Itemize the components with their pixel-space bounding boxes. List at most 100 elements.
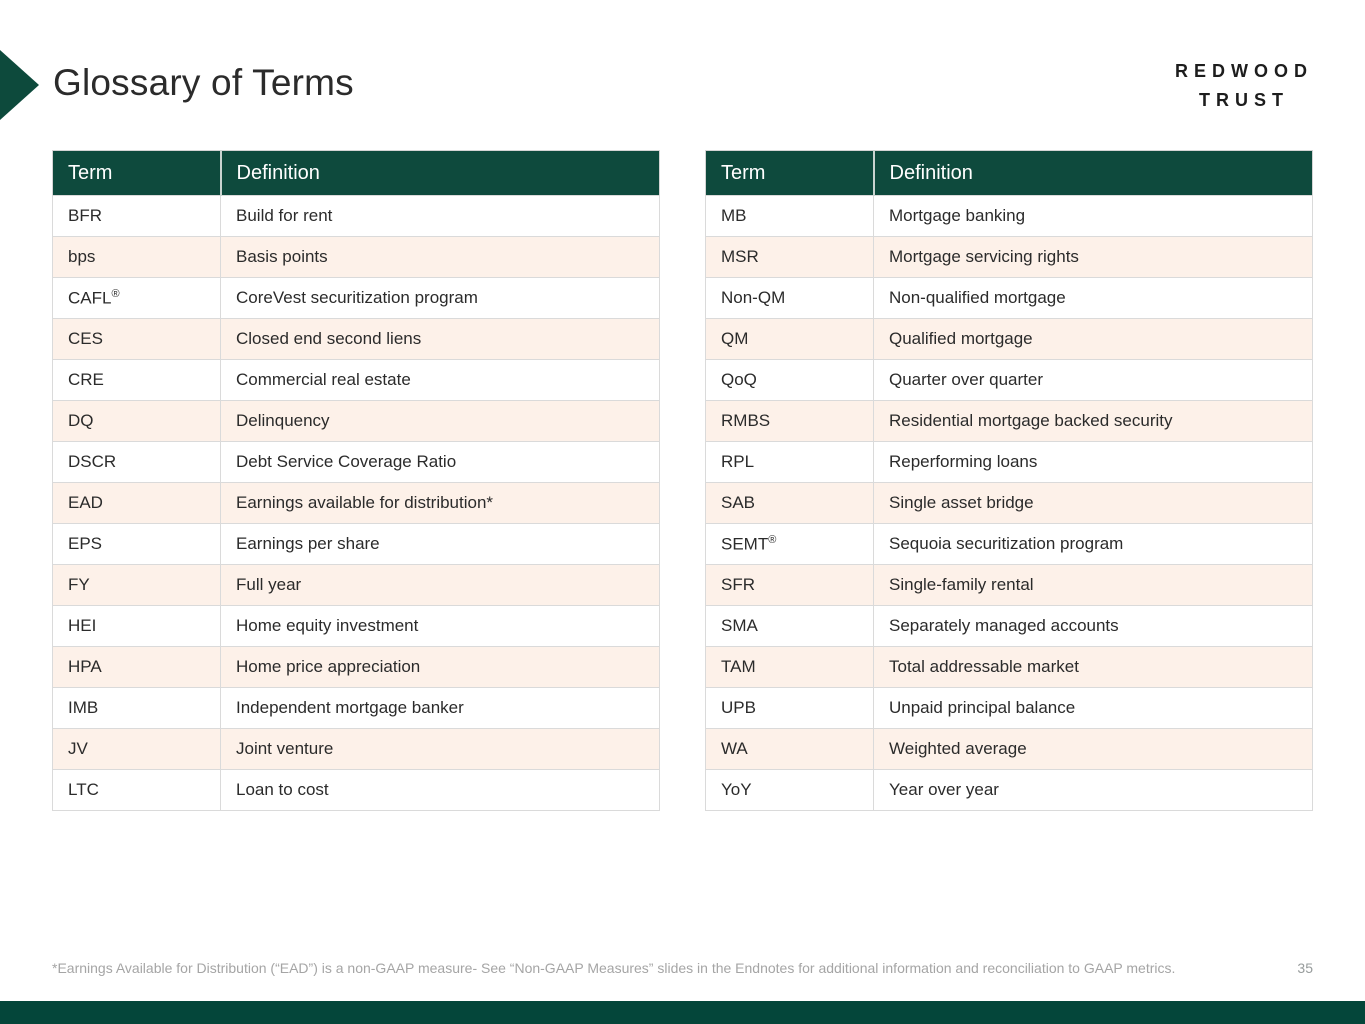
table-row: TAM Total addressable market (705, 646, 1313, 688)
term-cell: CRE (52, 359, 221, 401)
definition-cell: Non-qualified mortgage (873, 277, 1313, 319)
table-row: FY Full year (52, 564, 660, 606)
table-row: HEI Home equity investment (52, 605, 660, 647)
term-cell: QM (705, 318, 874, 360)
table-row: DSCR Debt Service Coverage Ratio (52, 441, 660, 483)
definition-cell: Weighted average (873, 728, 1313, 770)
definition-cell: Reperforming loans (873, 441, 1313, 483)
definition-cell: Full year (220, 564, 660, 606)
table-row: JV Joint venture (52, 728, 660, 770)
table-header-row: Term Definition (52, 150, 660, 196)
term-cell: TAM (705, 646, 874, 688)
term-cell: LTC (52, 769, 221, 811)
table-row: SMA Separately managed accounts (705, 605, 1313, 647)
term-cell: SFR (705, 564, 874, 606)
glossary-table: Term Definition BFR Build for rent bps Basis… (52, 150, 660, 811)
definition-cell: Home equity investment (220, 605, 660, 647)
footer-bar (0, 1001, 1365, 1024)
column-header-term: Term (705, 150, 874, 196)
footnote: *Earnings Available for Distribution (“E… (52, 960, 1176, 976)
term-cell: WA (705, 728, 874, 770)
table-row: UPB Unpaid principal balance (705, 687, 1313, 729)
term-cell: EPS (52, 523, 221, 565)
term-cell: MSR (705, 236, 874, 278)
term-cell: DQ (52, 400, 221, 442)
term-cell: SEMT® (705, 523, 874, 565)
table-row: RMBS Residential mortgage backed security (705, 400, 1313, 442)
definition-cell: Single-family rental (873, 564, 1313, 606)
definition-cell: Total addressable market (873, 646, 1313, 688)
definition-cell: Year over year (873, 769, 1313, 811)
term-cell: Non-QM (705, 277, 874, 319)
term-cell: JV (52, 728, 221, 770)
definition-cell: Joint venture (220, 728, 660, 770)
term-cell: EAD (52, 482, 221, 524)
table-row: BFR Build for rent (52, 195, 660, 237)
definition-cell: Independent mortgage banker (220, 687, 660, 729)
term-cell: QoQ (705, 359, 874, 401)
definition-cell: Mortgage banking (873, 195, 1313, 237)
glossary-table: Term Definition MB Mortgage banking MSR Mort… (705, 150, 1313, 811)
table-row: MSR Mortgage servicing rights (705, 236, 1313, 278)
term-cell: RMBS (705, 400, 874, 442)
term-cell: RPL (705, 441, 874, 483)
table-row: MB Mortgage banking (705, 195, 1313, 237)
definition-cell: Closed end second liens (220, 318, 660, 360)
definition-cell: Residential mortgage backed security (873, 400, 1313, 442)
term-cell: SMA (705, 605, 874, 647)
column-header-term: Term (52, 150, 221, 196)
definition-cell: Commercial real estate (220, 359, 660, 401)
page-number: 35 (1297, 960, 1313, 976)
table-header-row: Term Definition (705, 150, 1313, 196)
table-row: SAB Single asset bridge (705, 482, 1313, 524)
table-row: LTC Loan to cost (52, 769, 660, 811)
definition-cell: Loan to cost (220, 769, 660, 811)
page-title: Glossary of Terms (53, 62, 354, 103)
registered-mark: ® (111, 287, 120, 300)
definition-cell: Build for rent (220, 195, 660, 237)
term-cell: UPB (705, 687, 874, 729)
table-row: SFR Single-family rental (705, 564, 1313, 606)
definition-cell: Separately managed accounts (873, 605, 1313, 647)
definition-cell: Debt Service Coverage Ratio (220, 441, 660, 483)
term-cell: CES (52, 318, 221, 360)
term-cell: IMB (52, 687, 221, 729)
term-cell: BFR (52, 195, 221, 237)
table-row: bps Basis points (52, 236, 660, 278)
table-row: CRE Commercial real estate (52, 359, 660, 401)
definition-cell: Basis points (220, 236, 660, 278)
term-cell: HPA (52, 646, 221, 688)
table-row: EPS Earnings per share (52, 523, 660, 565)
term-cell: HEI (52, 605, 221, 647)
term-cell: SAB (705, 482, 874, 524)
definition-cell: Quarter over quarter (873, 359, 1313, 401)
definition-cell: Delinquency (220, 400, 660, 442)
term-cell: DSCR (52, 441, 221, 483)
table-row: HPA Home price appreciation (52, 646, 660, 688)
logo-line-redwood: REDWOOD (1175, 61, 1313, 81)
table-row: Non-QM Non-qualified mortgage (705, 277, 1313, 319)
definition-cell: Earnings available for distribution* (220, 482, 660, 524)
table-row: YoY Year over year (705, 769, 1313, 811)
table-row: RPL Reperforming loans (705, 441, 1313, 483)
redwood-trust-logo: REDWOOD TRUST (1175, 62, 1313, 109)
title-arrow-icon (0, 50, 39, 120)
glossary-table-left: Term Definition BFR Build for rent bps Basis… (52, 150, 660, 811)
definition-cell: Home price appreciation (220, 646, 660, 688)
definition-cell: Mortgage servicing rights (873, 236, 1313, 278)
table-row: IMB Independent mortgage banker (52, 687, 660, 729)
definition-cell: CoreVest securitization program (220, 277, 660, 319)
table-row: SEMT® Sequoia securitization program (705, 523, 1313, 565)
definition-cell: Sequoia securitization program (873, 523, 1313, 565)
term-cell: CAFL® (52, 277, 221, 319)
column-header-definition: Definition (219, 150, 660, 196)
table-row: EAD Earnings available for distribution* (52, 482, 660, 524)
registered-mark: ® (768, 533, 777, 546)
table-row: WA Weighted average (705, 728, 1313, 770)
table-row: CAFL® CoreVest securitization program (52, 277, 660, 319)
logo-line-trust: TRUST (1199, 90, 1289, 110)
definition-cell: Unpaid principal balance (873, 687, 1313, 729)
definition-cell: Earnings per share (220, 523, 660, 565)
term-cell: bps (52, 236, 221, 278)
table-row: DQ Delinquency (52, 400, 660, 442)
